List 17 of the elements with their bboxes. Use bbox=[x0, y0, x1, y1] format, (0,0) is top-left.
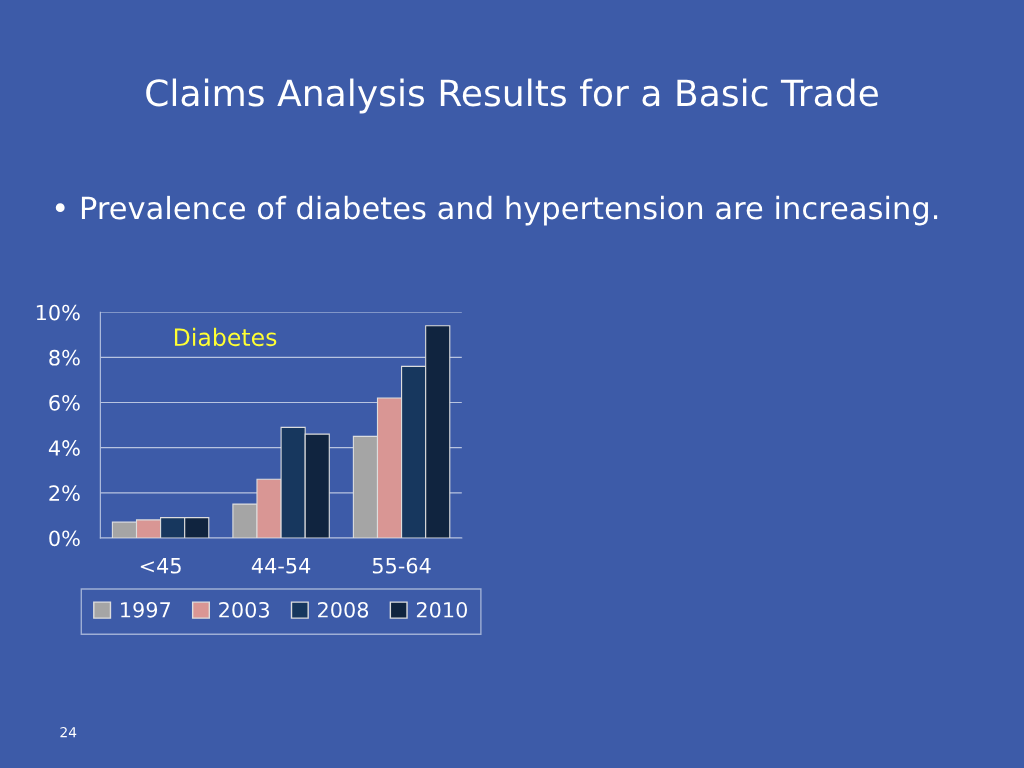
annotation: Diabetes bbox=[174, 327, 277, 347]
y-tick-label: 8% bbox=[49, 349, 80, 366]
y-tick-label: 4% bbox=[48, 440, 80, 456]
x-tick-label: 44-54 bbox=[251, 558, 311, 574]
chart-subtitle: • Prevalence of diabetes and hypertension are increasing. bbox=[55, 195, 938, 226]
chart-title: Claims Analysis Results for a Basic Trade bbox=[146, 78, 878, 114]
y-tick-label: 10% bbox=[36, 304, 80, 321]
y-tick-label: 2% bbox=[49, 485, 80, 502]
x-tick-label: 55-64 bbox=[372, 557, 431, 574]
y-tick-label: 6% bbox=[49, 394, 80, 411]
legend-label: 1997 bbox=[121, 601, 171, 618]
y-tick-label: 0% bbox=[49, 530, 80, 547]
x-tick-label: <45 bbox=[140, 558, 181, 574]
legend-label: 2003 bbox=[219, 601, 269, 618]
legend-label: 2010 bbox=[416, 601, 467, 618]
legend-label: 2008 bbox=[318, 601, 369, 618]
text: 24 bbox=[60, 726, 77, 738]
